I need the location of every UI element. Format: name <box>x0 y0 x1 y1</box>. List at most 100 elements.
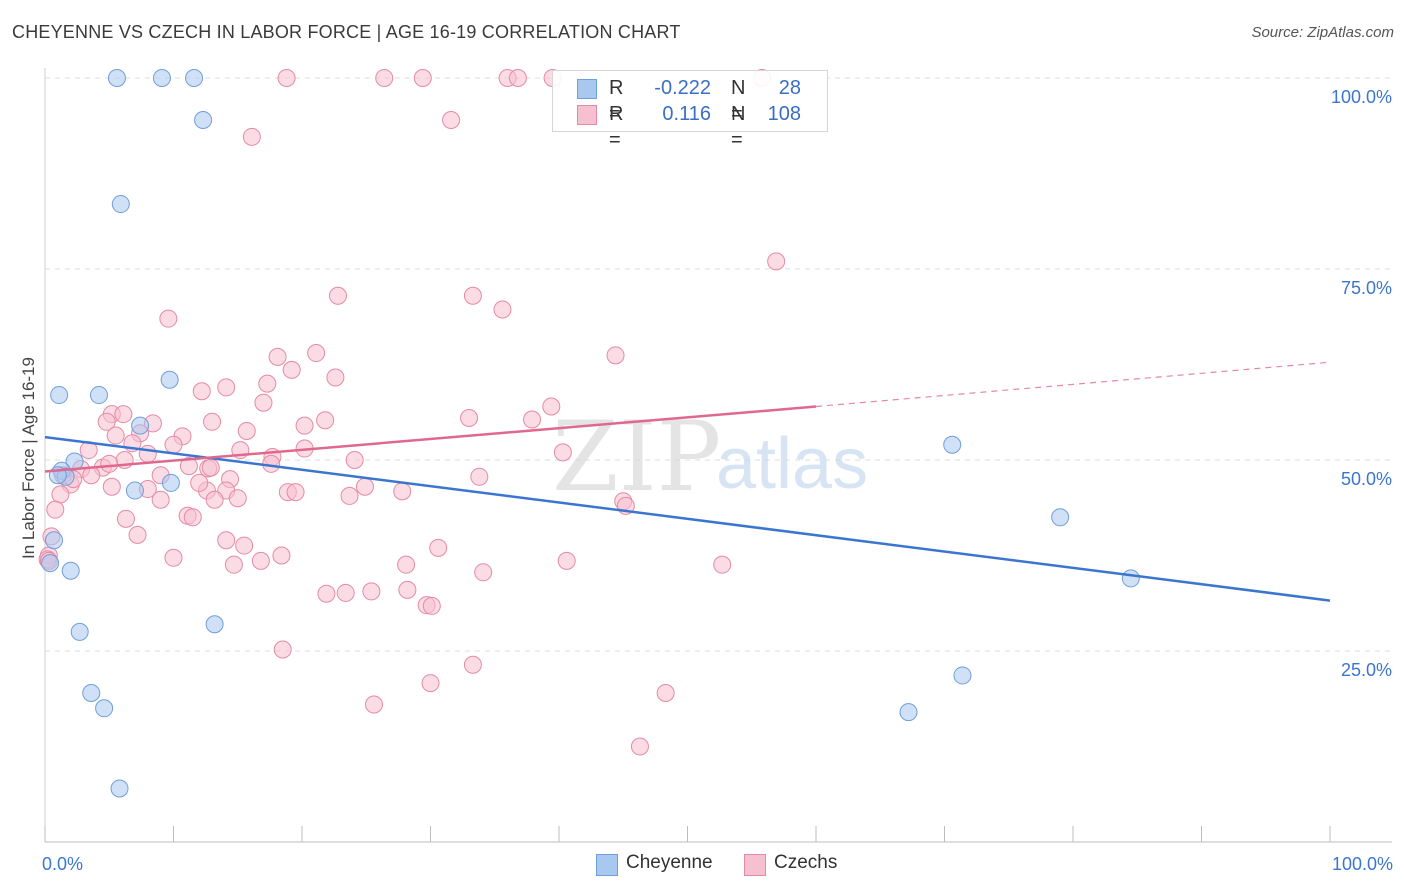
point-czechs <box>128 525 147 544</box>
point-czechs <box>151 490 170 509</box>
point-czechs <box>242 127 261 146</box>
point-cheyenne <box>161 473 180 492</box>
point-czechs <box>116 509 135 528</box>
point-czechs <box>282 360 301 379</box>
legend-r-value: 0.116 <box>662 103 711 125</box>
trend-lines <box>44 361 1331 602</box>
point-czechs <box>235 536 254 555</box>
point-czechs <box>493 300 512 319</box>
legend-n-label: N = <box>731 103 746 151</box>
point-czechs <box>102 477 121 496</box>
point-czechs <box>273 640 292 659</box>
point-czechs <box>138 444 157 463</box>
point-czechs <box>470 467 489 486</box>
legend-n-value: 108 <box>767 103 801 125</box>
point-czechs <box>553 443 572 462</box>
point-czechs <box>630 737 649 756</box>
point-czechs <box>397 555 416 574</box>
point-czechs <box>286 483 305 502</box>
watermark: ZIP atlas <box>552 401 868 513</box>
point-cheyenne <box>111 195 130 214</box>
point-czechs <box>355 477 374 496</box>
x-tick-label: 100.0% <box>1332 854 1393 874</box>
point-czechs <box>460 408 479 427</box>
tick-labels: 25.0% 50.0% 75.0% 100.0% 0.0% 100.0% <box>42 87 1393 874</box>
bottom-legend-swatch-cheyenne <box>596 854 618 876</box>
point-czechs <box>192 382 211 401</box>
point-cheyenne <box>205 615 224 634</box>
point-czechs <box>557 551 576 570</box>
point-czechs <box>228 489 247 508</box>
point-czechs <box>272 546 291 565</box>
point-cheyenne <box>160 370 179 389</box>
point-czechs <box>606 346 625 365</box>
point-czechs <box>767 252 786 271</box>
point-cheyenne <box>185 69 204 87</box>
y-tick-label: 100.0% <box>1331 87 1392 107</box>
point-czechs <box>224 555 243 574</box>
point-czechs <box>46 500 65 519</box>
point-cheyenne <box>125 481 144 500</box>
point-czechs <box>203 412 222 431</box>
point-cheyenne <box>131 416 150 435</box>
y-axis-label: In Labor Force | Age 16-19 <box>19 357 38 559</box>
point-czechs <box>179 457 198 476</box>
legend-swatch-cheyenne <box>577 79 597 99</box>
point-cheyenne <box>41 554 60 573</box>
point-czechs <box>326 368 345 387</box>
point-czechs <box>190 473 209 492</box>
legend-r-label: R = <box>609 77 624 125</box>
point-czechs <box>542 397 561 416</box>
y-tick-label: 50.0% <box>1341 469 1392 489</box>
point-czechs <box>340 486 359 505</box>
axes <box>44 68 1392 843</box>
source-label: Source: ZipAtlas.com <box>1251 24 1394 41</box>
point-czechs <box>201 458 220 477</box>
legend-n-label: N = <box>731 77 746 125</box>
point-czechs <box>398 580 417 599</box>
point-cheyenne <box>107 69 126 87</box>
point-cheyenne <box>953 666 972 685</box>
legend-r-value: -0.222 <box>654 77 711 99</box>
point-czechs <box>523 410 542 429</box>
point-czechs <box>164 548 183 567</box>
point-czechs <box>164 435 183 454</box>
legend-r-label: R = <box>609 103 624 151</box>
point-czechs <box>316 411 335 430</box>
point-czechs <box>268 347 287 366</box>
point-czechs <box>159 309 178 328</box>
point-cheyenne <box>1121 569 1140 588</box>
point-czechs <box>82 466 101 485</box>
point-czechs <box>474 563 493 582</box>
x-tick-label: 0.0% <box>42 854 83 874</box>
point-czechs <box>413 69 432 87</box>
point-czechs <box>183 508 202 527</box>
point-czechs <box>51 485 70 504</box>
point-cheyenne <box>89 386 108 405</box>
point-cheyenne <box>943 435 962 454</box>
point-czechs <box>277 69 296 87</box>
point-czechs <box>422 596 441 615</box>
point-czechs <box>217 531 236 550</box>
point-czechs <box>713 555 732 574</box>
point-cheyenne <box>50 386 69 405</box>
legend-swatch-czechs <box>577 105 597 125</box>
point-czechs <box>429 538 448 557</box>
bottom-legend-label-cheyenne: Cheyenne <box>626 852 713 873</box>
point-czechs <box>463 286 482 305</box>
correlation-legend: R = -0.222 N = 28 R = 0.116 N = 108 <box>552 70 828 151</box>
point-czechs <box>205 490 224 509</box>
point-czechs <box>114 405 133 424</box>
point-czechs <box>217 378 236 397</box>
point-czechs <box>295 416 314 435</box>
point-cheyenne <box>61 561 80 580</box>
point-czechs <box>362 582 381 601</box>
bottom-legend-label-czechs: Czechs <box>774 852 838 873</box>
point-cheyenne <box>44 531 63 550</box>
point-czechs <box>375 69 394 87</box>
bottom-legend-swatch-czechs <box>744 854 766 876</box>
data-points <box>38 69 1140 798</box>
point-czechs <box>237 421 256 440</box>
point-czechs <box>508 69 527 87</box>
